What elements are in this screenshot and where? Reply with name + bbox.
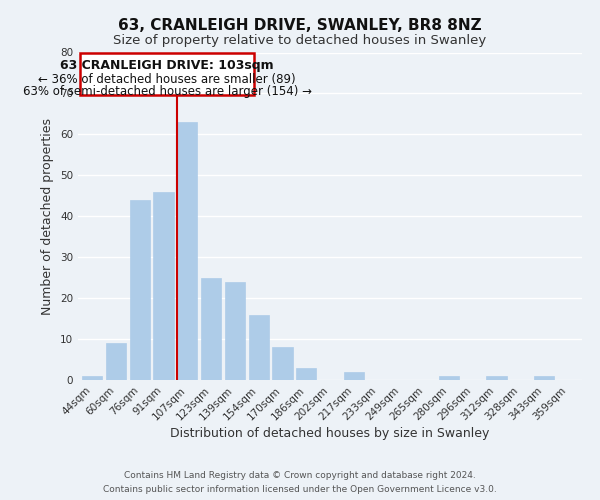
Bar [534, 376, 554, 380]
Text: ← 36% of detached houses are smaller (89): ← 36% of detached houses are smaller (89… [38, 73, 296, 86]
Bar [248, 314, 269, 380]
Text: Size of property relative to detached houses in Swanley: Size of property relative to detached ho… [113, 34, 487, 47]
Bar [201, 278, 221, 380]
X-axis label: Distribution of detached houses by size in Swanley: Distribution of detached houses by size … [170, 428, 490, 440]
Bar [82, 376, 103, 380]
Bar [439, 376, 459, 380]
Bar [272, 347, 293, 380]
Text: 63% of semi-detached houses are larger (154) →: 63% of semi-detached houses are larger (… [23, 85, 311, 98]
Bar [344, 372, 364, 380]
Y-axis label: Number of detached properties: Number of detached properties [41, 118, 55, 315]
Bar [296, 368, 316, 380]
Bar [225, 282, 245, 380]
Text: 63 CRANLEIGH DRIVE: 103sqm: 63 CRANLEIGH DRIVE: 103sqm [61, 60, 274, 72]
FancyBboxPatch shape [80, 54, 254, 96]
Bar [487, 376, 506, 380]
Text: 63, CRANLEIGH DRIVE, SWANLEY, BR8 8NZ: 63, CRANLEIGH DRIVE, SWANLEY, BR8 8NZ [118, 18, 482, 32]
Bar [106, 343, 126, 380]
Text: Contains HM Land Registry data © Crown copyright and database right 2024.
Contai: Contains HM Land Registry data © Crown c… [103, 472, 497, 494]
Bar [177, 122, 197, 380]
Bar [154, 192, 173, 380]
Bar [130, 200, 150, 380]
